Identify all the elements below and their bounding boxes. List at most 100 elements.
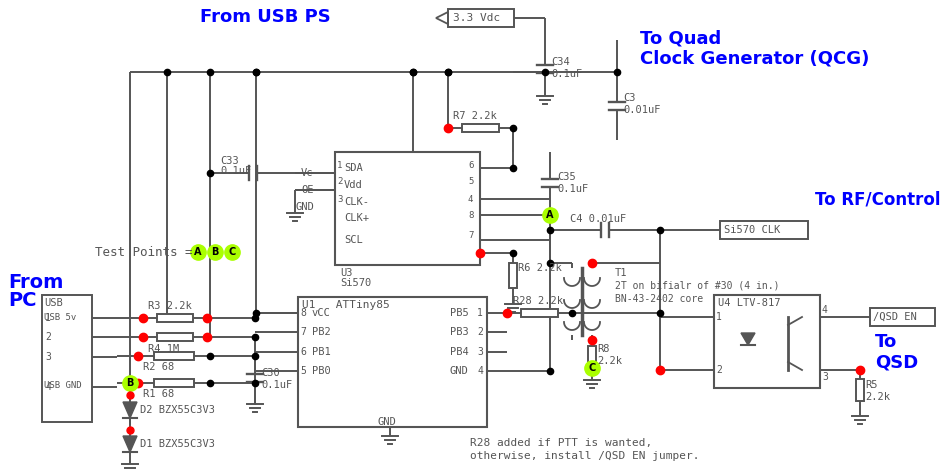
- Text: 7: 7: [300, 327, 306, 337]
- Text: PB5: PB5: [450, 308, 469, 318]
- Text: A: A: [194, 247, 202, 257]
- Text: 6: 6: [300, 347, 306, 357]
- Text: 2.2k: 2.2k: [597, 356, 622, 366]
- Text: B: B: [126, 378, 134, 388]
- Bar: [154, 352, 194, 360]
- Text: 8: 8: [300, 308, 306, 318]
- Text: vCC: vCC: [312, 308, 330, 318]
- Text: 1: 1: [45, 313, 51, 323]
- Text: GND: GND: [378, 417, 396, 427]
- Text: 6: 6: [468, 160, 473, 169]
- Text: 0.01uF: 0.01uF: [623, 105, 661, 115]
- Bar: [463, 124, 498, 132]
- Text: C: C: [228, 247, 236, 257]
- Text: R4 1M: R4 1M: [148, 344, 179, 354]
- Bar: [157, 333, 193, 341]
- Text: GND: GND: [450, 366, 469, 376]
- Bar: [588, 346, 596, 362]
- Text: Test Points =: Test Points =: [95, 245, 200, 258]
- Bar: [448, 9, 514, 27]
- Text: U4 LTV-817: U4 LTV-817: [718, 298, 781, 308]
- Bar: [298, 297, 487, 427]
- Text: C: C: [588, 363, 596, 373]
- Text: C4 0.01uF: C4 0.01uF: [570, 214, 626, 224]
- Text: T1: T1: [615, 268, 628, 278]
- Text: 4: 4: [822, 305, 828, 315]
- Text: 3: 3: [337, 195, 343, 204]
- Text: R3 2.2k: R3 2.2k: [148, 301, 192, 311]
- Text: 5: 5: [300, 366, 306, 376]
- Text: USB: USB: [44, 298, 62, 308]
- Text: PB1: PB1: [312, 347, 330, 357]
- Text: CLK-: CLK-: [344, 197, 369, 207]
- Text: 0.1uF: 0.1uF: [261, 380, 293, 390]
- Text: PB3: PB3: [450, 327, 469, 337]
- Text: USB 5v: USB 5v: [44, 313, 76, 323]
- Text: To Quad: To Quad: [640, 29, 721, 47]
- Text: OE: OE: [301, 185, 313, 195]
- Text: U1   ATTiny85: U1 ATTiny85: [302, 300, 390, 310]
- Text: 5: 5: [468, 177, 473, 187]
- Bar: [154, 379, 194, 387]
- Bar: [157, 314, 193, 322]
- Bar: [856, 379, 864, 401]
- Text: To RF/Control: To RF/Control: [815, 191, 940, 209]
- Polygon shape: [123, 402, 137, 418]
- Text: D1 BZX55C3V3: D1 BZX55C3V3: [140, 439, 215, 449]
- Text: Vc: Vc: [301, 168, 313, 178]
- Text: 0.1uF: 0.1uF: [220, 166, 251, 176]
- Text: USB GND: USB GND: [44, 381, 81, 391]
- Text: PB0: PB0: [312, 366, 330, 376]
- Text: R1 68: R1 68: [143, 389, 175, 399]
- Text: A: A: [547, 210, 554, 220]
- Text: QSD: QSD: [875, 353, 919, 371]
- Text: 2: 2: [477, 327, 483, 337]
- Text: PB4: PB4: [450, 347, 469, 357]
- Text: 3.3 Vdc: 3.3 Vdc: [453, 13, 500, 23]
- Text: 0.1uF: 0.1uF: [557, 184, 588, 194]
- Bar: [509, 263, 517, 288]
- Text: 2: 2: [337, 177, 343, 187]
- Text: 7: 7: [468, 232, 473, 241]
- Text: Clock Generator (QCG): Clock Generator (QCG): [640, 49, 869, 67]
- Text: 3: 3: [45, 352, 51, 362]
- Bar: [714, 295, 820, 388]
- Text: CLK+: CLK+: [344, 213, 369, 223]
- Text: Si570: Si570: [340, 278, 371, 288]
- Text: Vdd: Vdd: [344, 180, 362, 190]
- Text: 0.1uF: 0.1uF: [551, 69, 582, 79]
- Text: C33: C33: [220, 156, 239, 166]
- Text: R2 68: R2 68: [143, 362, 175, 372]
- Text: From USB PS: From USB PS: [199, 8, 330, 26]
- Text: 3: 3: [477, 347, 483, 357]
- Polygon shape: [741, 333, 755, 345]
- Bar: [42, 295, 92, 422]
- Text: C34: C34: [551, 57, 570, 67]
- Text: R5: R5: [865, 380, 878, 390]
- Text: PB2: PB2: [312, 327, 330, 337]
- Text: 2: 2: [716, 365, 722, 375]
- Text: R28 added if PTT is wanted,: R28 added if PTT is wanted,: [470, 438, 652, 448]
- Text: 4: 4: [477, 366, 483, 376]
- Text: otherwise, install /QSD EN jumper.: otherwise, install /QSD EN jumper.: [470, 451, 700, 461]
- Text: GND: GND: [296, 202, 314, 212]
- Text: SDA: SDA: [344, 163, 362, 173]
- Text: To: To: [875, 333, 897, 351]
- Text: C30: C30: [261, 368, 279, 378]
- Text: /QSD EN: /QSD EN: [873, 312, 917, 322]
- Bar: [335, 152, 480, 265]
- Text: 1: 1: [716, 312, 722, 322]
- Text: 2: 2: [45, 332, 51, 342]
- Text: R28 2.2k: R28 2.2k: [513, 296, 563, 306]
- Text: SCL: SCL: [344, 235, 362, 245]
- Text: R7 2.2k: R7 2.2k: [453, 111, 497, 121]
- Polygon shape: [123, 436, 137, 452]
- Text: C3: C3: [623, 93, 635, 103]
- Text: BN-43-2402 core: BN-43-2402 core: [615, 294, 703, 304]
- Text: R8: R8: [597, 344, 610, 354]
- Text: 3: 3: [822, 372, 828, 382]
- Text: R6 2.2k: R6 2.2k: [518, 263, 562, 273]
- Bar: [870, 308, 935, 326]
- Text: PC: PC: [8, 290, 37, 310]
- Text: 1: 1: [337, 160, 343, 169]
